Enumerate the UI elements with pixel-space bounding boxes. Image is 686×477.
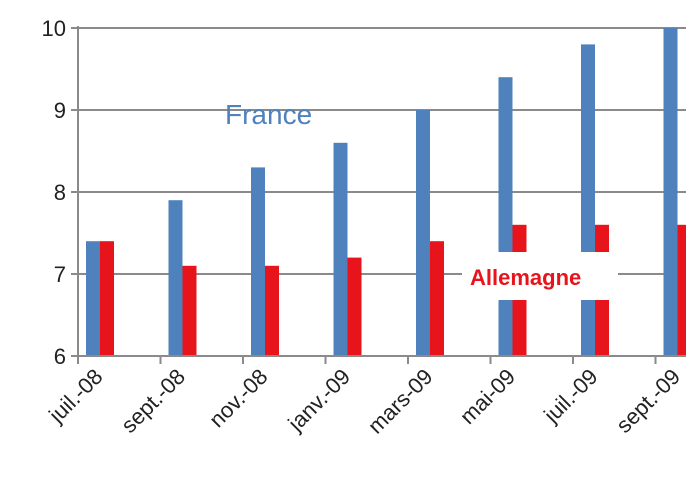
y-tick-label: 6 — [54, 344, 66, 369]
series-label-allemagne: Allemagne — [470, 265, 581, 290]
series-label-france: France — [225, 99, 312, 130]
x-tick-label: mars-09 — [363, 364, 438, 439]
x-tick-label: nov.-08 — [204, 364, 272, 432]
bar-allemagne — [100, 241, 114, 356]
bar-france — [663, 28, 678, 356]
y-tick-label: 7 — [54, 262, 66, 287]
x-tick-label: juil.-08 — [43, 364, 107, 428]
bar-allemagne — [677, 224, 686, 356]
bar-france — [251, 167, 265, 356]
bar-allemagne — [182, 265, 197, 356]
y-tick-label: 8 — [54, 180, 66, 205]
bar-france — [168, 200, 183, 356]
x-tick-label: juil.-09 — [538, 364, 602, 428]
bar-france — [416, 110, 430, 356]
y-tick-label: 10 — [42, 16, 66, 41]
bar-allemagne — [265, 265, 279, 356]
x-tick-label: mai-09 — [455, 364, 520, 429]
x-tick-label: sept.-09 — [611, 364, 685, 438]
bar-france — [581, 44, 595, 357]
y-tick-label: 9 — [54, 98, 66, 123]
bar-allemagne — [347, 257, 362, 356]
x-tick-label: janv.-09 — [282, 364, 355, 437]
bar-france — [86, 241, 100, 356]
allemagne-label-mask — [462, 252, 618, 300]
axes — [71, 26, 686, 364]
bar-france — [498, 77, 513, 356]
bar-allemagne — [430, 241, 444, 356]
x-tick-label: sept.-08 — [116, 364, 190, 438]
bar-france — [333, 142, 348, 356]
